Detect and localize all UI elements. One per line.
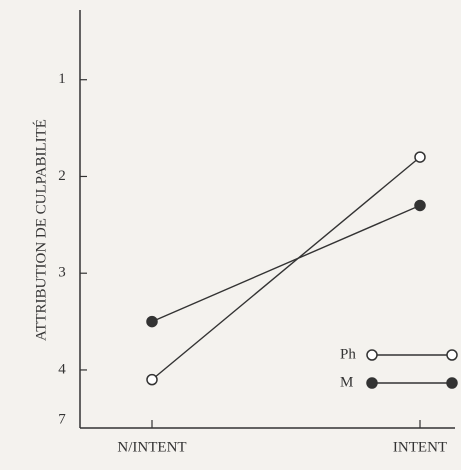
- marker: [414, 151, 426, 163]
- series-line: [151, 156, 421, 381]
- marker: [146, 373, 158, 386]
- y-tick-label: 2: [58, 168, 66, 184]
- legend-marker: [446, 349, 458, 361]
- y-tick-label: 3: [58, 265, 66, 281]
- axis-break-label: 7: [58, 411, 66, 427]
- x-tick-label: INTENT: [393, 439, 447, 455]
- y-tick-label: 1: [58, 71, 66, 87]
- legend-marker: [366, 377, 378, 389]
- series-line: [151, 204, 421, 323]
- legend-label: M: [340, 374, 353, 390]
- marker: [414, 199, 426, 212]
- legend-marker: [366, 349, 378, 361]
- marker: [146, 315, 158, 328]
- y-axis-label: ATTRIBUTION DE CULPABILITÉ: [32, 119, 49, 341]
- x-tick-label: N/INTENT: [117, 439, 186, 455]
- legend-marker: [446, 377, 458, 389]
- legend-label: Ph: [340, 346, 356, 362]
- y-tick-label: 4: [58, 361, 66, 377]
